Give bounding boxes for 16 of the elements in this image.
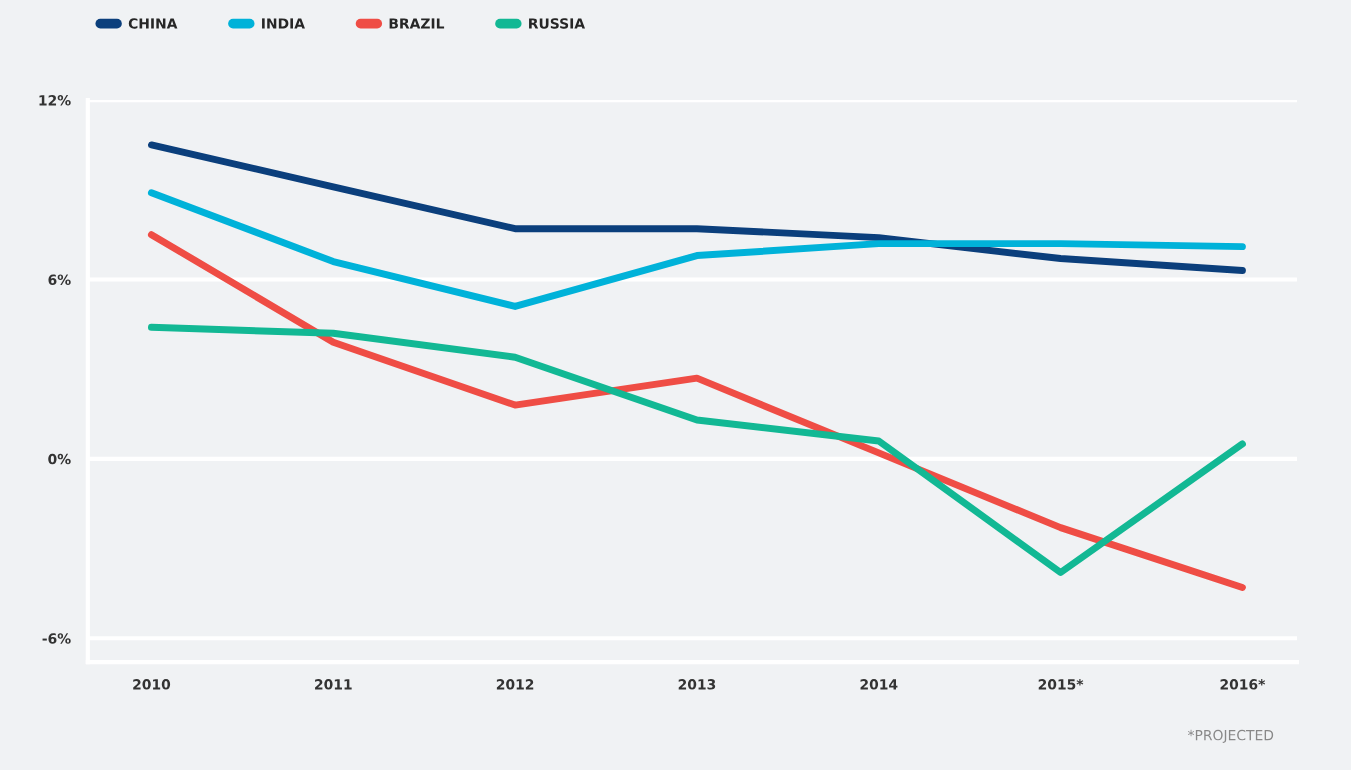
- y-tick-label: 6%: [48, 274, 71, 285]
- x-tick-label: 2011: [315, 679, 352, 690]
- y-tick-label: 0%: [48, 453, 71, 465]
- x-tick-label: 2010: [133, 679, 171, 690]
- x-tick-label: 2013: [678, 679, 716, 690]
- legend-label: RUSSIA: [529, 18, 585, 29]
- x-tick-label: 2015*: [1038, 679, 1084, 690]
- text: *PROJECTED: [1187, 729, 1274, 743]
- legend-label: INDIA: [262, 18, 305, 29]
- legend-label: BRAZIL: [389, 18, 445, 29]
- x-tick-label: 2016*: [1220, 679, 1266, 690]
- y-tick-label: -6%: [42, 633, 71, 644]
- legend-label: CHINA: [128, 18, 178, 29]
- x-tick-label: 2014: [860, 679, 898, 690]
- x-tick-label: 2012: [496, 679, 534, 690]
- y-tick-label: 12%: [39, 95, 71, 106]
